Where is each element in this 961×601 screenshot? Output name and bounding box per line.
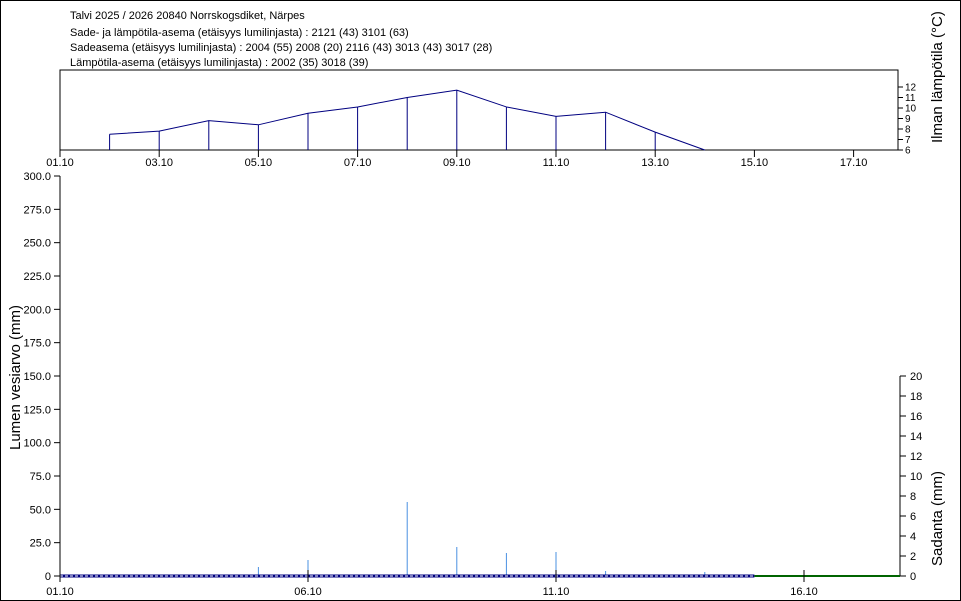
swe-ytick-label: 200.0 — [23, 304, 51, 316]
temp-ytick-label: 7 — [905, 135, 911, 146]
swe-axis-label: Lumen vesiarvo (mm) — [7, 305, 24, 450]
precip-ytick-label: 10 — [910, 471, 922, 483]
temp-xtick-label: 09.10 — [443, 157, 471, 169]
precip-ytick-label: 6 — [910, 511, 916, 523]
stations-precip-temp: Sade- ja lämpötila-asema (etäisyys lumil… — [70, 27, 409, 39]
precip-ytick-label: 14 — [910, 431, 922, 443]
stations-precip: Sadeasema (etäisyys lumilinjasta) : 2004… — [70, 42, 493, 54]
temp-line — [109, 89, 705, 151]
stations-temp: Lämpötila-asema (etäisyys lumilinjasta) … — [70, 57, 369, 69]
chart-title: Talvi 2025 / 2026 20840 Norrskogsdiket, … — [70, 10, 305, 22]
precip-ytick-label: 16 — [910, 411, 922, 423]
temp-ytick-label: 10 — [905, 104, 917, 115]
precip-axis-label: Sadanta (mm) — [929, 471, 946, 566]
swe-xtick-label: 01.10 — [46, 586, 74, 598]
precip-ytick-label: 2 — [910, 551, 916, 563]
temp-xtick-label: 03.10 — [145, 157, 173, 169]
swe-ytick-label: 25.0 — [30, 538, 51, 550]
swe-ytick-label: 100.0 — [23, 438, 51, 450]
precip-ytick-label: 0 — [910, 571, 916, 583]
precip-ytick-label: 20 — [910, 371, 922, 383]
temp-plot-frame — [59, 69, 899, 151]
swe-xtick-label: 16.10 — [790, 586, 818, 598]
precip-ytick-label: 8 — [910, 491, 916, 503]
swe-ytick-label: 125.0 — [23, 404, 51, 416]
temp-ytick-label: 9 — [905, 114, 911, 125]
swe-ytick-label: 300.0 — [23, 171, 51, 183]
swe-xtick-label: 11.10 — [543, 586, 570, 598]
temp-ytick-label: 8 — [905, 125, 911, 136]
temp-xtick-label: 17.10 — [840, 157, 868, 169]
swe-ytick-label: 225.0 — [23, 271, 51, 283]
swe-ytick-label: 175.0 — [23, 338, 51, 350]
swe-ytick-label: 275.0 — [23, 204, 51, 216]
temp-ytick-label: 12 — [905, 83, 917, 94]
temp-xtick-label: 05.10 — [245, 157, 273, 169]
temp-ytick-label: 11 — [905, 93, 916, 104]
temp-xtick-label: 11.10 — [543, 157, 570, 169]
precip-ytick-label: 18 — [910, 391, 922, 403]
swe-ytick-label: 250.0 — [23, 238, 51, 250]
temp-xtick-label: 07.10 — [344, 157, 372, 169]
temp-xtick-label: 15.10 — [741, 157, 769, 169]
top-date-label: 01.10 — [46, 157, 74, 169]
precip-ytick-label: 12 — [910, 451, 922, 463]
swe-ytick-label: 150.0 — [23, 371, 51, 383]
temp-axis-label: Ilman lämpötila (°C) — [929, 11, 946, 143]
swe-ytick-label: 75.0 — [30, 471, 51, 483]
temp-xtick-label: 13.10 — [641, 157, 669, 169]
precip-ytick-label: 4 — [910, 531, 916, 543]
temp-ytick-label: 6 — [905, 146, 911, 157]
swe-ytick-label: 50.0 — [30, 504, 51, 516]
swe-ytick-label: 0 — [45, 571, 51, 583]
swe-xtick-label: 06.10 — [294, 586, 322, 598]
